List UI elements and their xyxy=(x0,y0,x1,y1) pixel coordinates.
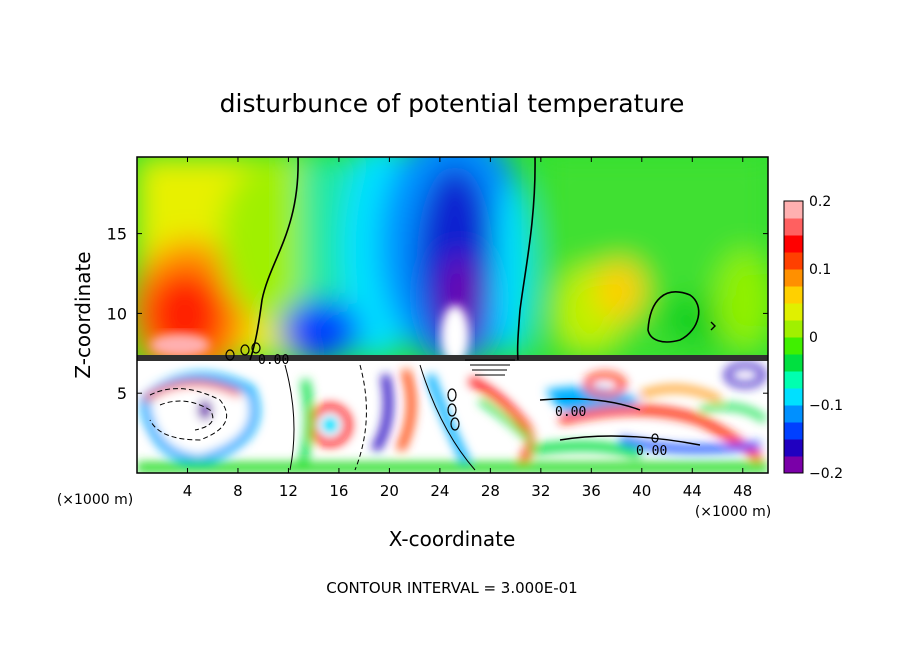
y-tick-label: 10 xyxy=(107,304,127,323)
y-tick-label: 5 xyxy=(117,384,127,403)
colorbar-swatch xyxy=(784,218,803,236)
x-tick-label: 28 xyxy=(481,482,500,500)
colorbar-frame xyxy=(783,200,804,474)
colorbar-swatch xyxy=(784,439,803,457)
x-tick-label: 40 xyxy=(632,482,651,500)
colorbar xyxy=(783,200,804,474)
x-tick-label: 12 xyxy=(279,482,298,500)
colorbar-tick-label: −0.2 xyxy=(809,466,843,482)
plot-area: 0.00 0.00 0.00 xyxy=(137,157,768,473)
colorbar-swatch xyxy=(784,371,803,389)
contour-value-labels: 0.00 0.00 0.00 xyxy=(258,353,667,459)
x-tick-label: 48 xyxy=(733,482,752,500)
x-tick-label: 36 xyxy=(582,482,601,500)
colorbar-tick-label: 0.2 xyxy=(809,194,831,210)
x-tick-label: 8 xyxy=(233,482,243,500)
lower-field xyxy=(137,355,768,473)
colorbar-tick-label: 0.1 xyxy=(809,262,831,278)
colorbar-swatch xyxy=(784,303,803,321)
colorbar-swatch xyxy=(784,337,803,355)
plot-frame xyxy=(136,156,769,474)
colorbar-swatch xyxy=(784,320,803,338)
y-axis-ticks: 5 10 15 xyxy=(107,225,768,403)
x-tick-label: 44 xyxy=(683,482,702,500)
x-axis-ticks: 4 8 12 16 20 24 28 32 36 40 44 48 xyxy=(183,157,752,500)
colorbar-swatch xyxy=(784,405,803,423)
warm-core-left xyxy=(150,333,210,357)
colorbar-swatch xyxy=(784,422,803,440)
colorbar-swatch xyxy=(784,252,803,270)
colorbar-swatch xyxy=(784,354,803,372)
contour-interval-note: CONTOUR INTERVAL = 3.000E-01 xyxy=(326,579,577,597)
y-axis-label: Z-coordinate xyxy=(71,251,95,378)
contour-lines xyxy=(149,157,716,471)
x-axis-label: X-coordinate xyxy=(389,527,516,551)
white-anomaly-center xyxy=(441,305,469,365)
x-tick-label: 20 xyxy=(380,482,399,500)
x-tick-label: 24 xyxy=(430,482,449,500)
contour-label-2: 0.00 xyxy=(555,405,586,420)
colorbar-swatch xyxy=(784,456,803,474)
colorbar-tick-labels: 0.2 0.1 0 −0.1 −0.2 xyxy=(809,194,843,482)
x-unit-label: (×1000 m) xyxy=(695,504,771,520)
y-unit-label: (×1000 m) xyxy=(57,492,133,508)
x-tick-label: 32 xyxy=(531,482,550,500)
x-tick-label: 4 xyxy=(183,482,193,500)
colorbar-swatch xyxy=(784,269,803,287)
colorbar-swatch xyxy=(784,201,803,219)
colorbar-swatch xyxy=(784,286,803,304)
contour-label-1: 0.00 xyxy=(258,353,289,368)
colorbar-tick-label: −0.1 xyxy=(809,398,843,414)
chart-title: disturbunce of potential temperature xyxy=(220,89,685,118)
colorbar-swatch xyxy=(784,388,803,406)
y-tick-label: 15 xyxy=(107,225,127,244)
colorbar-tick-label: 0 xyxy=(809,330,818,346)
colorbar-swatch xyxy=(784,235,803,253)
contour-label-3: 0.00 xyxy=(636,444,667,459)
x-tick-label: 16 xyxy=(329,482,348,500)
